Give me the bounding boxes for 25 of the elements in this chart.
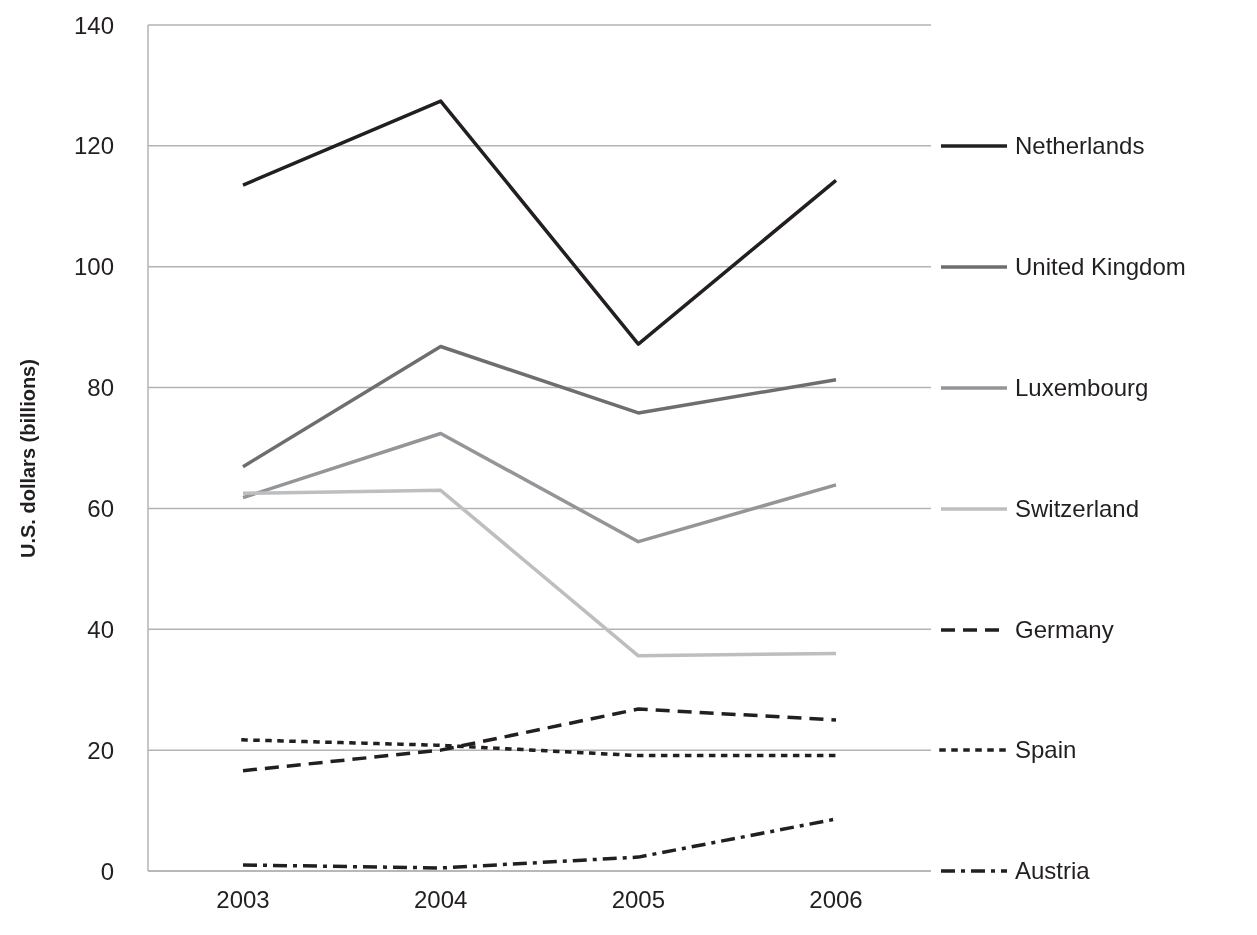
legend-label: Switzerland — [1015, 494, 1140, 523]
y-tick-label: 0 — [100, 857, 114, 885]
y-tick-label: 40 — [87, 615, 114, 643]
line-series — [241, 344, 838, 469]
line-series — [241, 99, 838, 346]
y-tick-label: 100 — [73, 253, 114, 281]
legend-label: United Kingdom — [1015, 253, 1186, 282]
y-axis-title: U.S. dollars (billions) — [17, 359, 40, 558]
x-tick-label: 2006 — [809, 886, 863, 914]
legend-label: Spain — [1015, 736, 1077, 765]
y-tick-label: 140 — [73, 11, 114, 39]
y-tick-label: 60 — [87, 494, 114, 522]
y-tick-label: 80 — [87, 374, 114, 402]
x-tick-label: 2003 — [216, 886, 270, 914]
legend-label: Austria — [1015, 857, 1090, 886]
legend-label: Netherlands — [1015, 132, 1145, 161]
legend-label: Germany — [1015, 615, 1114, 644]
line-series — [241, 431, 838, 544]
y-tick-label: 120 — [73, 132, 114, 160]
line-series — [241, 488, 838, 658]
legend-label: Luxembourg — [1015, 373, 1149, 402]
x-tick-label: 2004 — [413, 886, 468, 914]
y-tick-label: 20 — [87, 736, 114, 764]
x-tick-label: 2005 — [611, 886, 666, 914]
line-series — [241, 707, 838, 773]
